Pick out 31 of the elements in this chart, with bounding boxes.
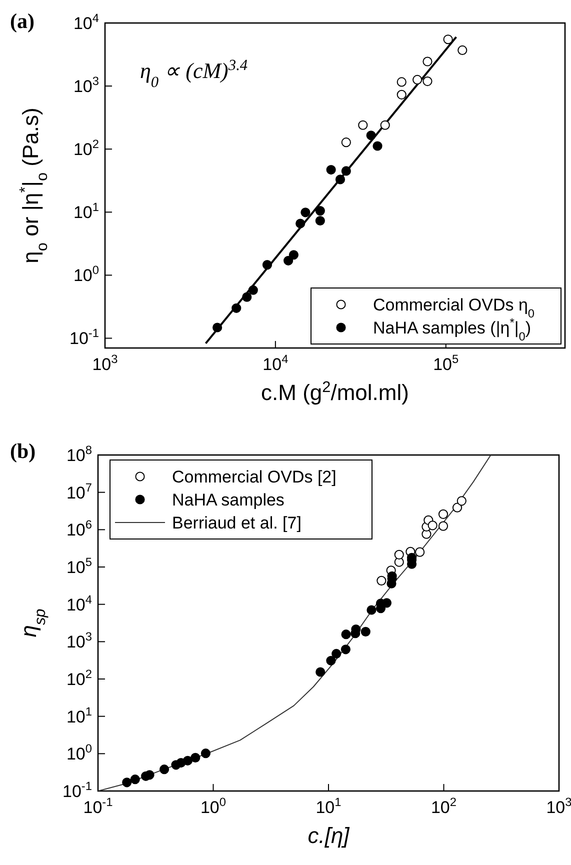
y-tick-label: 10$^{-1}$ bbox=[62, 779, 92, 801]
y-tick-label: 10$^{8}$ bbox=[66, 443, 92, 465]
x-axis-title: c.M (g$^{2}$/mol.ml) bbox=[261, 378, 409, 405]
chart-title: (b) bbox=[10, 439, 36, 463]
y-tick-label: 10$^{1}$ bbox=[66, 704, 92, 726]
y-tick-label: 10$^{7}$ bbox=[66, 480, 92, 502]
x-tick-label: 10$^{3}$ bbox=[92, 352, 118, 374]
x-tick-label: 10$^{0}$ bbox=[200, 795, 226, 817]
y-tick-label: 10$^{-1}$ bbox=[70, 326, 100, 348]
legend-label: Commercial OVDs [2] bbox=[172, 468, 336, 486]
x-tick-label: 10$^{4}$ bbox=[262, 352, 289, 374]
legend-label: NaHA samples bbox=[172, 490, 284, 510]
x-tick-label: 10$^{3}$ bbox=[546, 795, 571, 817]
y-tick-label: 10$^{6}$ bbox=[66, 518, 92, 540]
y-tick-label: 10$^{3}$ bbox=[66, 630, 92, 652]
y-tick-label: 10$^{1}$ bbox=[73, 200, 100, 222]
y-tick-label: 10$^{0}$ bbox=[66, 742, 92, 764]
y-tick-label: 10$^{0}$ bbox=[73, 263, 100, 286]
x-tick-label: 10$^{5}$ bbox=[433, 352, 460, 374]
y-tick-label: 10$^{5}$ bbox=[66, 555, 92, 577]
chart-title: (a) bbox=[10, 9, 34, 33]
x-axis-title: c.[η] bbox=[308, 823, 350, 848]
y-tick-label: 10$^{2}$ bbox=[73, 137, 100, 160]
y-tick-label: 10$^{4}$ bbox=[66, 592, 92, 614]
legend-label: Berriaud et al. [7] bbox=[172, 514, 302, 532]
y-tick-label: 10$^{4}$ bbox=[73, 11, 100, 33]
x-tick-label: 10$^{2}$ bbox=[430, 795, 457, 817]
x-tick-label: 10$^{1}$ bbox=[316, 795, 342, 817]
annotation: η$_{0}$ ∝ (cM)$^{3.4}$ bbox=[140, 56, 248, 90]
y-tick-label: 10$^{3}$ bbox=[73, 74, 100, 96]
y-tick-label: 10$^{2}$ bbox=[66, 667, 92, 689]
